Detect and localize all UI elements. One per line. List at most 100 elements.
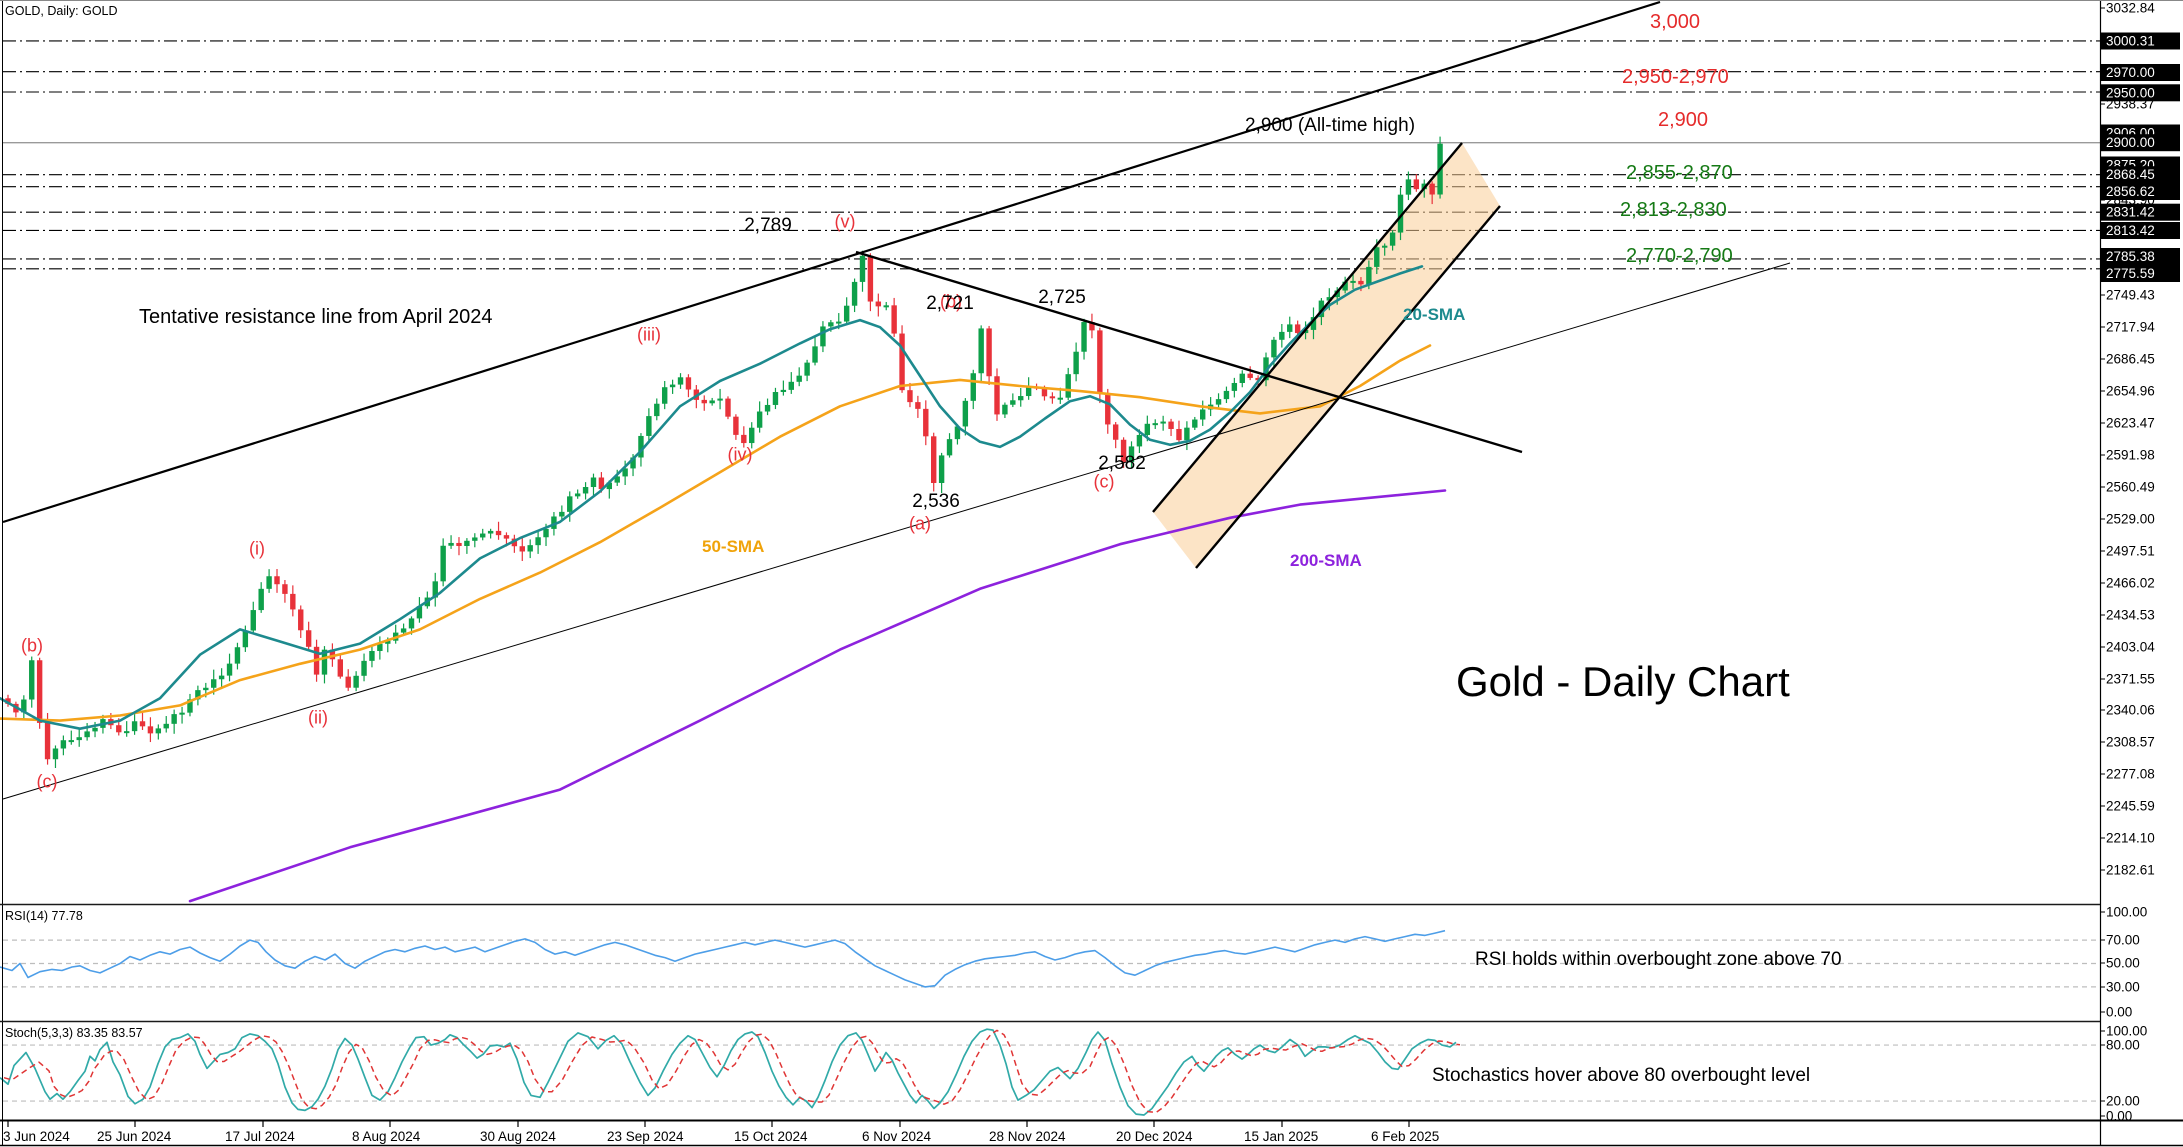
price-badge-bg bbox=[2101, 134, 2180, 152]
tentative-resistance-note: Tentative resistance line from April 202… bbox=[139, 306, 493, 328]
resistance-level-2900: 2,900 bbox=[1658, 109, 1709, 131]
rsi-tick-label: 30.00 bbox=[2106, 980, 2140, 995]
descending-line-from-peak bbox=[855, 250, 1523, 454]
price-tick-label: 2245.59 bbox=[2106, 799, 2155, 814]
wave-label: (i) bbox=[249, 538, 265, 559]
price-tick-label: 2434.53 bbox=[2106, 608, 2155, 623]
price-badge: 2900.00 bbox=[2106, 135, 2155, 150]
price-badge-bg bbox=[2101, 64, 2180, 81]
long-term-support-line bbox=[2, 262, 1791, 800]
rsi-tick-label: 100.00 bbox=[2106, 905, 2147, 920]
sma20-line bbox=[0, 265, 1424, 731]
date-tick-label: 23 Sep 2024 bbox=[607, 1129, 684, 1144]
support-zone-2770-2790: 2,770-2,790 bbox=[1626, 245, 1733, 267]
price-badge: 3000.31 bbox=[2106, 34, 2155, 49]
wave-label: (b) bbox=[940, 291, 962, 312]
all-time-high-note: 2,900 (All-time high) bbox=[1245, 115, 1416, 136]
price-tick-label: 2686.45 bbox=[2106, 352, 2155, 367]
resistance-level-3000: 3,000 bbox=[1650, 11, 1701, 33]
stoch-tick-label: 20.00 bbox=[2106, 1094, 2140, 1109]
support-zone-2855-2870: 2,855-2,870 bbox=[1626, 162, 1733, 184]
wave-label: (v) bbox=[834, 211, 856, 232]
price-badge: 2775.59 bbox=[2106, 266, 2155, 281]
stoch-d-line bbox=[3, 1029, 1461, 1114]
channel-lower-line bbox=[1195, 205, 1501, 569]
price-badge: 2950.00 bbox=[2106, 85, 2155, 100]
price-tick-label: 2749.43 bbox=[2106, 288, 2155, 303]
price-tick-label: 2182.61 bbox=[2106, 863, 2155, 878]
rsi-tick-label: 0.00 bbox=[2106, 1005, 2132, 1020]
symbol-label: GOLD, Daily: GOLD bbox=[5, 4, 118, 18]
support-zone-2813-2830: 2,813-2,830 bbox=[1620, 199, 1727, 221]
price-tick-label: 2308.57 bbox=[2106, 735, 2155, 750]
wave-label: (iii) bbox=[637, 324, 661, 345]
price-note: 2,721 bbox=[926, 293, 974, 315]
price-badge: 2856.62 bbox=[2106, 184, 2155, 199]
stoch-k-line bbox=[0, 1028, 1457, 1116]
date-tick-label: 20 Dec 2024 bbox=[1116, 1129, 1193, 1144]
price-tick-label: 2371.55 bbox=[2106, 672, 2155, 687]
date-tick-label: 30 Aug 2024 bbox=[480, 1129, 556, 1144]
price-tick-label: 3032.84 bbox=[2106, 1, 2155, 16]
price-tick-label: 2340.06 bbox=[2106, 703, 2155, 718]
wave-label: (a) bbox=[909, 513, 931, 534]
price-tick-label: 2466.02 bbox=[2106, 576, 2155, 591]
price-tick-label: 2214.10 bbox=[2106, 831, 2155, 846]
wave-label: (ii) bbox=[308, 707, 328, 728]
sma200-label: 200-SMA bbox=[1290, 551, 1362, 570]
wave-label: (b) bbox=[21, 635, 43, 656]
price-tick-label: 2591.98 bbox=[2106, 448, 2155, 463]
chart-title: Gold - Daily Chart bbox=[1456, 658, 1790, 705]
price-tick-label: 2277.08 bbox=[2106, 767, 2155, 782]
wave-label: (c) bbox=[1093, 471, 1115, 492]
stoch-tick-label: 80.00 bbox=[2106, 1038, 2140, 1053]
price-tick-label: 2560.49 bbox=[2106, 480, 2155, 495]
rsi-line bbox=[0, 929, 1446, 988]
price-tick-label: 2497.51 bbox=[2106, 544, 2155, 559]
price-tick-label: 2654.96 bbox=[2106, 384, 2155, 399]
date-tick-label: 6 Feb 2025 bbox=[1371, 1129, 1439, 1144]
price-tick-label: 2529.00 bbox=[2106, 512, 2155, 527]
rsi-note: RSI holds within overbought zone above 7… bbox=[1475, 949, 1842, 970]
price-badge-bg bbox=[2101, 265, 2180, 282]
price-badge-bg bbox=[2101, 248, 2180, 265]
date-tick-label: 17 Jul 2024 bbox=[225, 1129, 295, 1144]
price-note: 2,725 bbox=[1038, 287, 1086, 309]
date-tick-label: 28 Nov 2024 bbox=[989, 1129, 1066, 1144]
price-badge-bg bbox=[2101, 222, 2180, 239]
channel-fill bbox=[1153, 143, 1500, 568]
date-tick-label: 3 Jun 2024 bbox=[3, 1129, 70, 1144]
price-tick-label: 2717.94 bbox=[2106, 320, 2155, 335]
rsi-tick-label: 70.00 bbox=[2106, 933, 2140, 948]
price-badge-bg bbox=[2101, 166, 2180, 184]
date-tick-label: 15 Jan 2025 bbox=[1244, 1129, 1318, 1144]
price-badge-bg bbox=[2101, 203, 2180, 221]
stoch-tick-label: 100.00 bbox=[2106, 1024, 2147, 1039]
price-badge-bg bbox=[2101, 32, 2180, 50]
wave-label: (iv) bbox=[727, 444, 753, 465]
price-badge-bg bbox=[2101, 183, 2180, 200]
price-badge: 2970.00 bbox=[2106, 65, 2155, 80]
stoch-indicator-label: Stoch(5,3,3) 83.35 83.57 bbox=[5, 1026, 143, 1040]
price-tick-label: 2623.47 bbox=[2106, 416, 2155, 431]
price-badge: 2831.42 bbox=[2106, 205, 2155, 220]
price-note: 2,536 bbox=[912, 491, 960, 513]
price-badge: 2785.38 bbox=[2106, 249, 2155, 264]
date-tick-label: 15 Oct 2024 bbox=[734, 1129, 808, 1144]
price-badge: 2813.42 bbox=[2106, 223, 2155, 238]
stoch-note: Stochastics hover above 80 overbought le… bbox=[1432, 1065, 1811, 1086]
price-note: 2,582 bbox=[1098, 453, 1146, 475]
stoch-tick-label: 0.00 bbox=[2106, 1109, 2132, 1124]
date-tick-label: 8 Aug 2024 bbox=[352, 1129, 421, 1144]
tentative-resistance-line bbox=[2, 0, 1661, 524]
date-tick-label: 6 Nov 2024 bbox=[862, 1129, 932, 1144]
price-badge-bg bbox=[2101, 84, 2180, 102]
price-tick-label: 2403.04 bbox=[2106, 640, 2155, 655]
rsi-indicator-label: RSI(14) 77.78 bbox=[5, 909, 83, 923]
channel-upper-line bbox=[1152, 142, 1463, 513]
sma200-line bbox=[188, 489, 1447, 903]
wave-label: (c) bbox=[36, 771, 58, 792]
sma50-line bbox=[0, 344, 1432, 722]
